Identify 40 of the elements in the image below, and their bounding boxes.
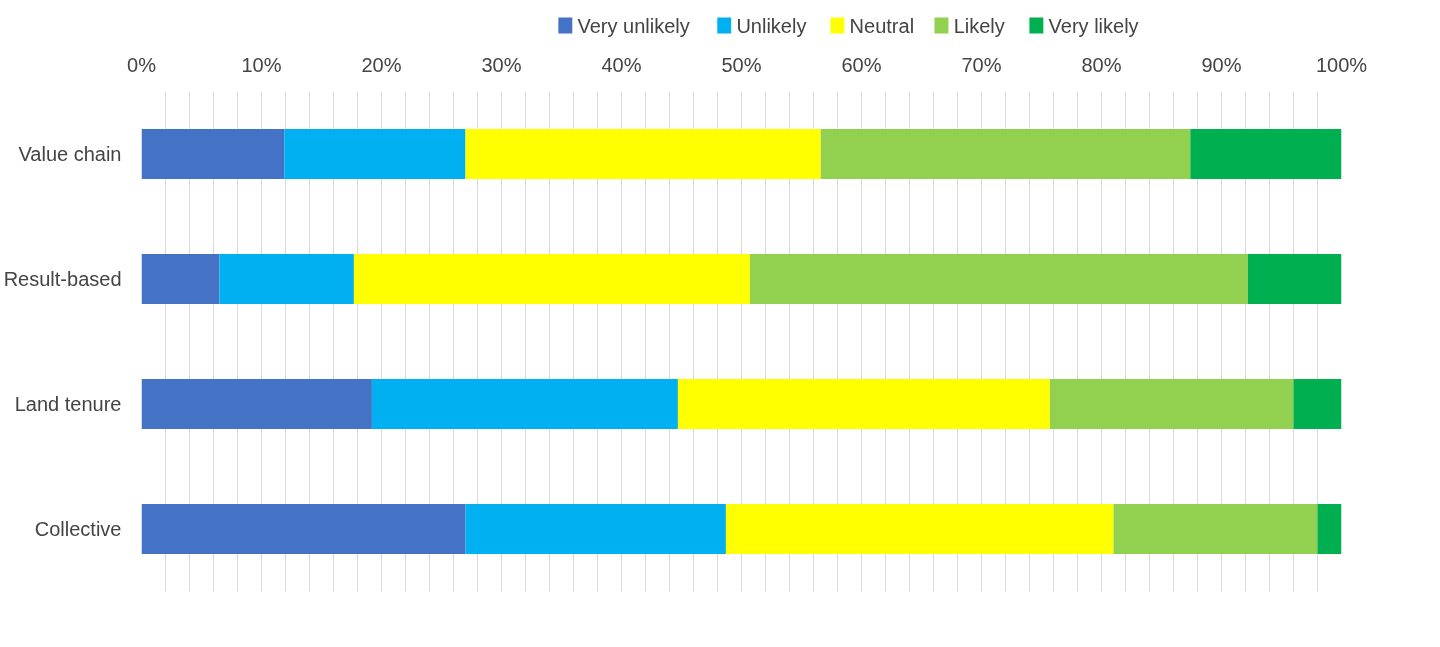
y-tick-label: Land tenure xyxy=(14,393,122,415)
bar xyxy=(465,504,726,554)
bar xyxy=(141,254,220,304)
x-tick-label: 70% xyxy=(961,53,1002,76)
bar xyxy=(820,129,1191,179)
legend-label: Neutral xyxy=(849,14,915,37)
bar xyxy=(141,379,372,429)
x-tick-label: 30% xyxy=(481,53,522,76)
bar xyxy=(1247,254,1342,304)
x-tick-label: 90% xyxy=(1201,53,1242,76)
bar xyxy=(371,379,678,429)
y-tick-label: Result-based xyxy=(3,268,122,290)
x-tick-label: 100% xyxy=(1315,53,1368,76)
legend-label: Unlikely xyxy=(736,14,807,37)
x-tick-label: 50% xyxy=(721,53,762,76)
legend-label: Very unlikely xyxy=(577,14,690,37)
x-tick-label: 0% xyxy=(127,53,157,76)
bar xyxy=(465,129,821,179)
y-tick-label: Collective xyxy=(34,518,122,540)
x-tick-label: 10% xyxy=(241,53,282,76)
x-tick-label: 80% xyxy=(1081,53,1122,76)
bar xyxy=(749,254,1248,304)
bar xyxy=(141,129,285,179)
bar xyxy=(725,504,1114,554)
y-tick-label: Value chain xyxy=(18,143,122,165)
x-tick-label: 20% xyxy=(361,53,402,76)
x-tick-label: 60% xyxy=(841,53,882,76)
bar xyxy=(1113,504,1318,554)
x-tick-label: 40% xyxy=(601,53,642,76)
legend-label: Very likely xyxy=(1048,14,1139,37)
bar xyxy=(1293,379,1342,429)
bar xyxy=(1317,504,1342,554)
bar xyxy=(677,379,1050,429)
bar xyxy=(284,129,466,179)
legend-label: Likely xyxy=(953,14,1005,37)
bar xyxy=(353,254,750,304)
bar xyxy=(1049,379,1294,429)
bar xyxy=(219,254,354,304)
bar xyxy=(1190,129,1342,179)
bar xyxy=(141,504,466,554)
